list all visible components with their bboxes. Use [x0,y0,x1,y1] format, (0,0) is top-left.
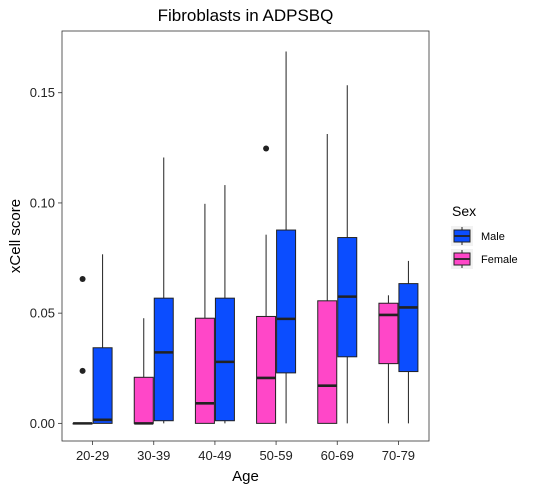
outlier-point [263,145,270,152]
y-tick-label: 0.00 [30,416,55,431]
x-tick-label: 30-39 [137,448,170,463]
box-male-30-39 [153,157,174,424]
box-body [92,347,113,424]
box-body [317,300,338,424]
box-body [256,315,277,424]
box-body [276,229,297,374]
y-tick-label: 0.10 [30,195,55,210]
box-female-50-59 [256,145,277,424]
x-tick-label: 50-59 [259,448,292,463]
box-male-70-79 [398,260,419,424]
y-axis: 0.00 0.05 0.10 0.15 [30,85,62,431]
box-male-20-29 [92,254,113,424]
box-female-70-79 [378,295,399,424]
box-male-60-69 [337,85,358,424]
boxes-layer [72,51,419,425]
legend-title: Sex [452,203,476,219]
box-female-60-69 [317,133,338,424]
x-axis-title: Age [232,468,259,485]
box-female-30-39 [133,318,154,425]
chart-title: Fibroblasts in ADPSBQ [158,6,334,25]
box-female-40-49 [194,203,215,424]
legend-label-female: Female [481,254,518,266]
x-tick-label: 20-29 [76,448,109,463]
outlier-point [79,367,86,374]
x-tick-label: 40-49 [198,448,231,463]
y-axis-title: xCell score [7,199,24,273]
box-body [133,376,154,424]
x-axis: 20-29 30-39 40-49 50-59 60-69 70-79 [76,441,415,463]
box-body [398,283,419,373]
y-tick-label: 0.15 [30,85,55,100]
outlier-point [79,275,86,282]
y-tick-label: 0.05 [30,306,55,321]
x-tick-label: 70-79 [382,448,415,463]
box-male-50-59 [276,51,297,424]
box-female-20-29 [72,275,93,425]
box-body [153,297,174,422]
box-male-40-49 [214,185,235,424]
legend-label-male: Male [481,231,505,243]
box-body [378,302,399,365]
box-body [214,297,235,422]
x-tick-label: 60-69 [321,448,354,463]
plot-panel [61,30,430,442]
box-body [194,317,215,424]
legend: Sex Male Female [451,203,518,269]
